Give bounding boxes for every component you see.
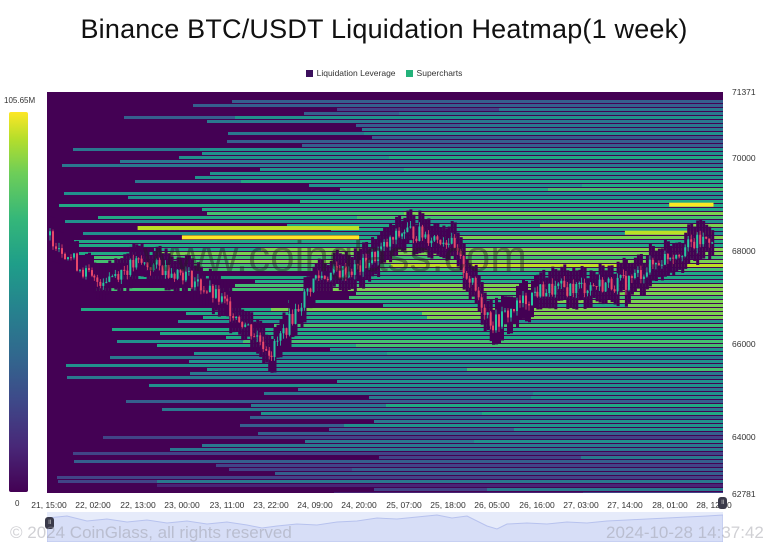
x-tick: 24, 09:00 — [297, 500, 333, 510]
colorbar — [9, 112, 28, 492]
x-tick: 26, 16:00 — [519, 500, 555, 510]
navigator-left-handle[interactable]: ॥ — [45, 517, 54, 529]
x-tick: 24, 20:00 — [341, 500, 377, 510]
timestamp-text: 2024-10-28 14:37:42 — [606, 523, 764, 542]
heatmap-plot-area[interactable] — [47, 92, 723, 493]
x-tick: 21, 15:00 — [31, 500, 67, 510]
x-tick: 28, 12:00 — [696, 500, 732, 510]
x-tick: 23, 00:00 — [164, 500, 200, 510]
drag-handle-icon: ॥ — [720, 499, 725, 506]
x-tick: 26, 05:00 — [474, 500, 510, 510]
range-navigator[interactable] — [46, 512, 724, 543]
legend-item-liquidation-leverage[interactable]: Liquidation Leverage — [305, 68, 396, 78]
x-tick: 27, 14:00 — [607, 500, 643, 510]
y-tick: 70000 — [732, 153, 756, 163]
navigator-sparkline — [46, 514, 724, 543]
colorbar-min-label: 0 — [15, 499, 20, 508]
y-tick: 62781 — [732, 489, 756, 499]
chart-title: Binance BTC/USDT Liquidation Heatmap(1 w… — [80, 14, 688, 44]
x-tick: 23, 22:00 — [253, 500, 289, 510]
x-tick: 28, 01:00 — [652, 500, 688, 510]
copyright-text: © 2024 CoinGlass, all rights reserved — [10, 523, 292, 542]
navigator-right-handle[interactable]: ॥ — [718, 497, 727, 509]
drag-handle-icon: ॥ — [47, 519, 52, 526]
y-tick: 66000 — [732, 339, 756, 349]
y-tick: 64000 — [732, 432, 756, 442]
heatmap-canvas — [49, 100, 723, 493]
legend: Liquidation Leverage Supercharts — [0, 68, 768, 78]
legend-item-supercharts[interactable]: Supercharts — [405, 68, 463, 78]
x-tick: 25, 18:00 — [430, 500, 466, 510]
colorbar-max-label: 105.65M — [4, 96, 36, 105]
x-tick: 22, 13:00 — [120, 500, 156, 510]
x-tick: 22, 02:00 — [75, 500, 111, 510]
x-tick: 23, 11:00 — [209, 500, 245, 510]
legend-label: Supercharts — [416, 68, 463, 78]
y-tick: 71371 — [732, 87, 756, 97]
x-tick: 25, 07:00 — [386, 500, 422, 510]
legend-label: Liquidation Leverage — [316, 68, 396, 78]
y-tick: 68000 — [732, 246, 756, 256]
x-tick: 27, 03:00 — [563, 500, 599, 510]
legend-swatch-icon — [305, 69, 313, 77]
legend-swatch-icon — [405, 69, 413, 77]
